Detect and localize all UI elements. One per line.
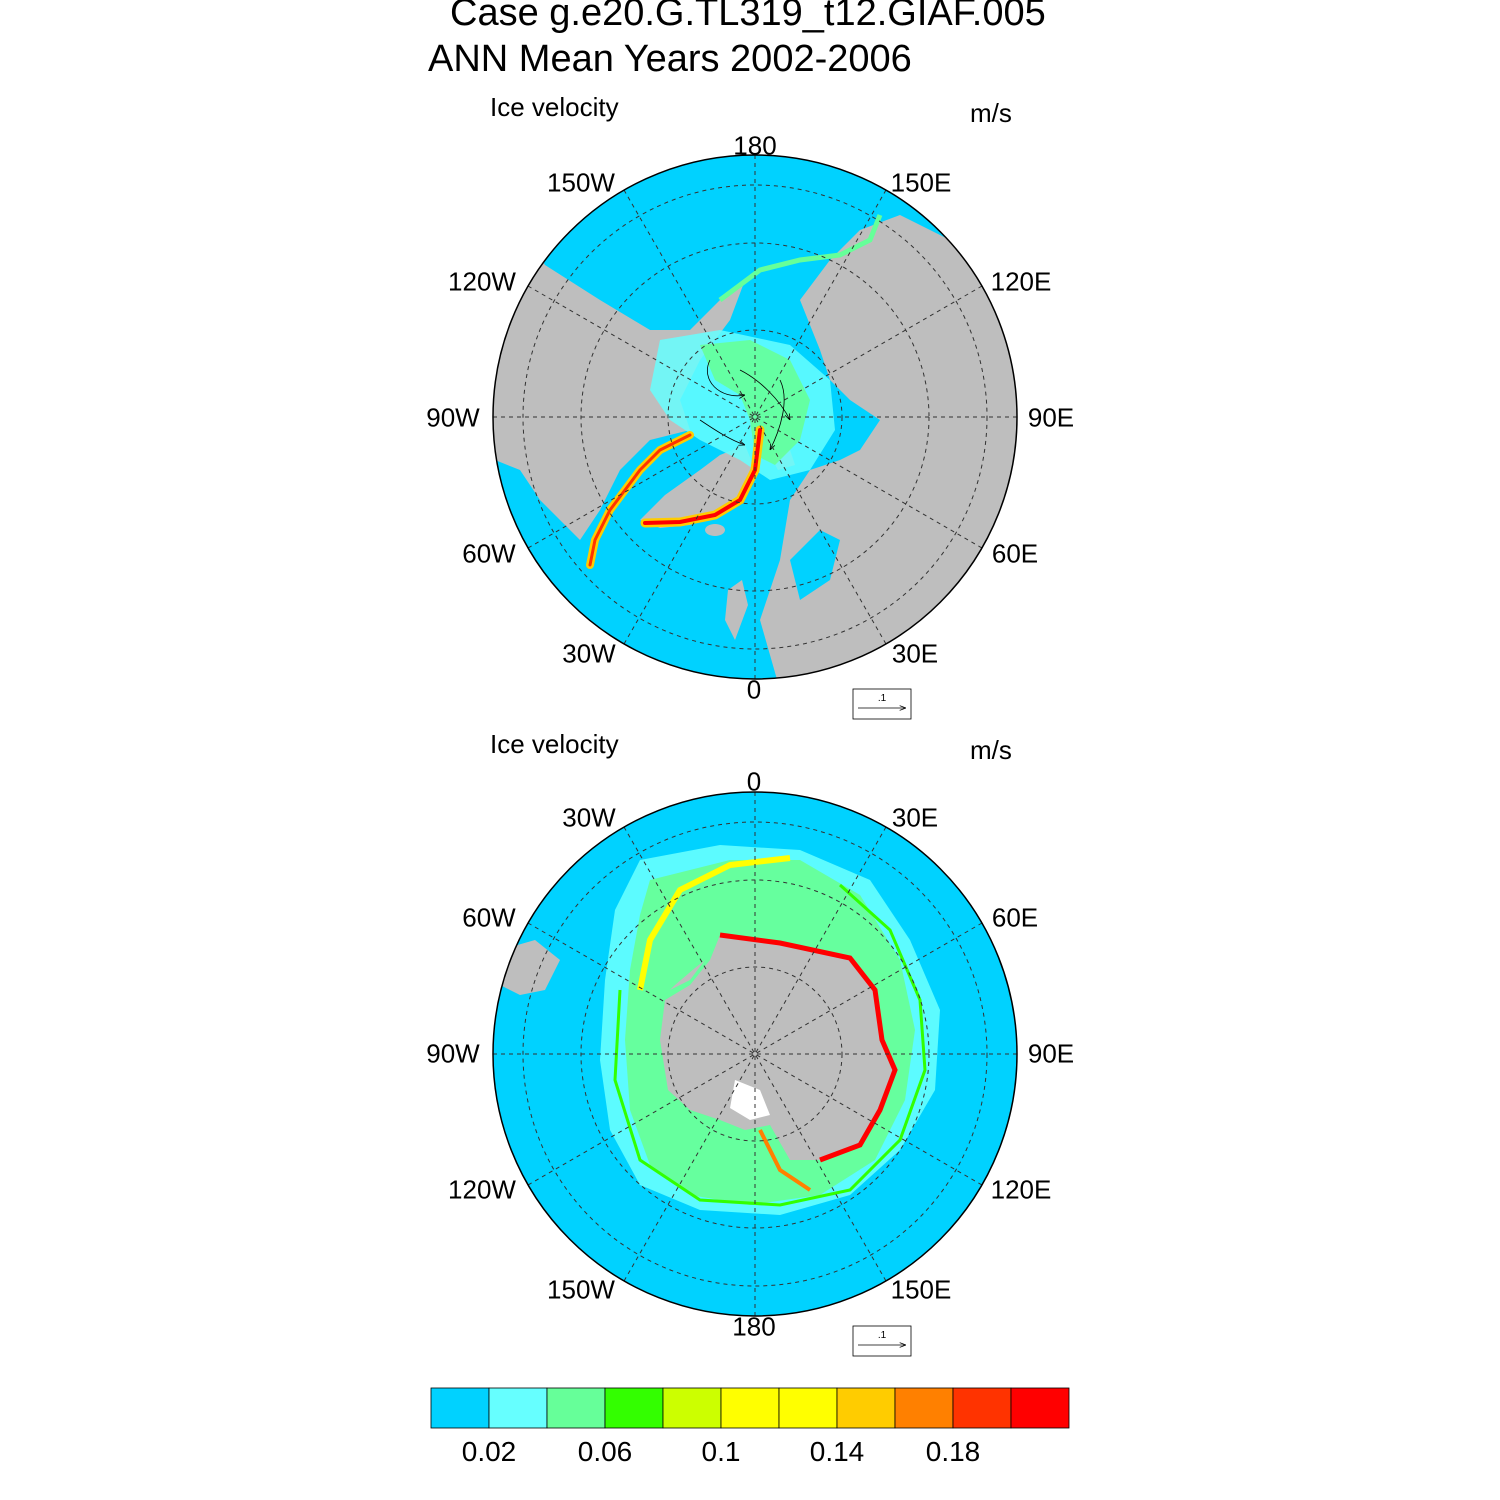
north-lon-label-90e: 90E	[1027, 402, 1075, 433]
south-lon-label-150e: 150E	[890, 1274, 952, 1305]
ross-ice-shelf	[730, 1080, 770, 1120]
north-lon-label-0: 0	[746, 674, 762, 705]
colorbar-swatch	[836, 1387, 896, 1429]
north-lon-label-150e: 150E	[890, 167, 952, 198]
south-weddell-stream	[637, 855, 791, 991]
british-isles-land	[725, 580, 748, 640]
colorbar-label: 0.14	[809, 1436, 865, 1467]
south-panel-units: m/s	[970, 735, 1012, 765]
south-lon-label-120w: 120W	[448, 1174, 516, 1205]
south-lon-label-120e: 120E	[990, 1174, 1052, 1205]
south-map-border	[492, 791, 1018, 1317]
iceland-land	[705, 524, 725, 536]
colorbar-label: 0.06	[577, 1436, 633, 1467]
north-lon-label-30w: 30W	[562, 638, 616, 669]
south-lon-label-30e: 30E	[891, 802, 939, 833]
colorbar-label: 0.1	[701, 1436, 741, 1467]
antarctic-peninsula-land	[640, 960, 705, 1020]
south-outer-stream	[613, 883, 927, 1207]
north-lon-label-180: 180	[733, 130, 777, 161]
north-lon-label-30e: 30E	[891, 638, 939, 669]
colorbar-label: 0.02	[461, 1436, 517, 1467]
colorbar-swatch	[952, 1387, 1012, 1429]
colorbar-swatch	[488, 1387, 548, 1429]
south-lon-label-180: 180	[732, 1311, 776, 1342]
south-ross-stream	[758, 1129, 812, 1192]
south-lon-label-30w: 30W	[562, 802, 616, 833]
plot-title-line2: ANN Mean Years 2002-2006	[428, 38, 912, 80]
colorbar-swatch	[894, 1387, 954, 1429]
south-lon-label-60w: 60W	[462, 902, 516, 933]
north-reference-vector-label: .1	[878, 693, 887, 704]
north-graticule	[493, 155, 1017, 679]
south-polar-map: .1	[492, 791, 1018, 1357]
north-panel-units: m/s	[970, 98, 1012, 128]
colorbar-swatch	[430, 1387, 490, 1429]
south-lon-label-60e: 60E	[991, 902, 1039, 933]
north-fast-stream-west-core	[588, 433, 692, 567]
colorbar-swatch	[546, 1387, 606, 1429]
plot-title-line1: Case g.e20.G.TL319_t12.GIAF.005	[450, 0, 1046, 34]
south-graticule	[493, 792, 1017, 1316]
north-lon-label-60e: 60E	[991, 538, 1039, 569]
north-lon-label-150w: 150W	[547, 167, 615, 198]
north-mid-ice	[700, 340, 810, 465]
north-reference-vector: .1	[852, 688, 912, 720]
south-reference-vector-label: .1	[878, 1330, 887, 1341]
colorbar	[430, 1387, 1070, 1429]
south-america-land	[500, 940, 560, 995]
south-panel-title: Ice velocity	[490, 729, 619, 759]
north-lon-label-60w: 60W	[462, 538, 516, 569]
colorbar-swatch	[604, 1387, 664, 1429]
south-lon-label-90w: 90W	[426, 1038, 480, 1069]
north-lon-label-120w: 120W	[448, 266, 516, 297]
south-lon-label-90e: 90E	[1027, 1038, 1075, 1069]
baltic-sea	[790, 530, 840, 600]
colorbar-swatch	[720, 1387, 780, 1429]
antarctica-land	[660, 935, 895, 1160]
colorbar-swatch	[662, 1387, 722, 1429]
north-lon-label-120e: 120E	[990, 266, 1052, 297]
north-fast-stream-east-core	[643, 428, 762, 525]
north-pacific-stream	[718, 214, 883, 302]
north-map-border	[492, 154, 1018, 680]
north-panel-title: Ice velocity	[490, 92, 619, 122]
colorbar-label: 0.18	[925, 1436, 981, 1467]
north-america-land	[493, 155, 745, 540]
north-velocity-vectors	[699, 359, 790, 450]
north-lon-label-90w: 90W	[426, 402, 480, 433]
south-lon-label-150w: 150W	[547, 1274, 615, 1305]
south-fast-coastal-stream	[719, 932, 898, 1163]
colorbar-swatch	[1010, 1387, 1070, 1429]
colorbar-swatch	[778, 1387, 838, 1429]
north-polar-map: .1	[492, 154, 1018, 720]
south-lon-label-0: 0	[746, 766, 762, 797]
south-reference-vector: .1	[852, 1325, 912, 1357]
